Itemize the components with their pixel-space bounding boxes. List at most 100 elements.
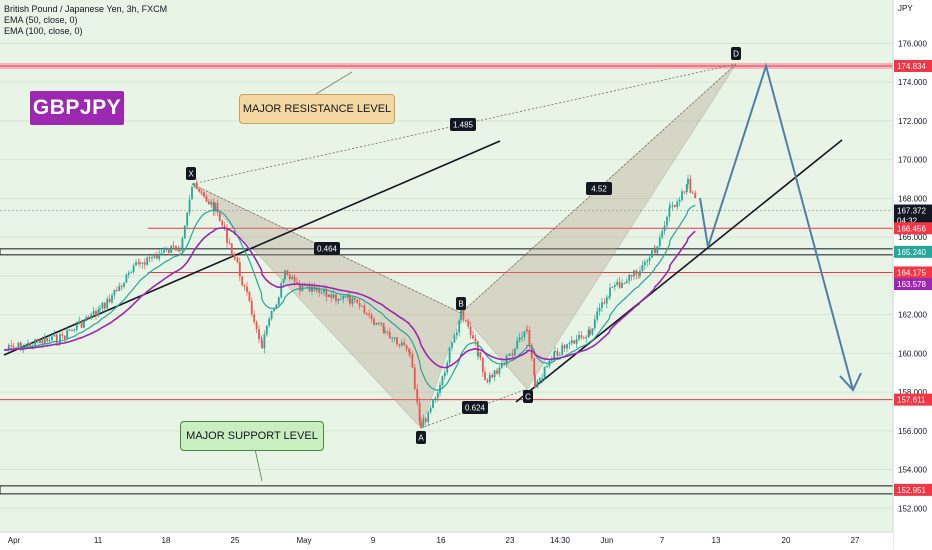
candle-body [233,253,236,257]
candle-body [123,282,125,287]
time-tick-label: 23 [506,536,515,545]
price-tick-label: 156.000 [898,427,927,436]
candle-body [566,344,568,349]
candle-body [448,347,451,363]
candle-body [413,367,416,389]
candle-body [573,340,576,344]
candle-body [167,248,170,253]
candle-body [578,335,580,340]
price-badge: 166.456 [897,224,926,233]
pattern-bcd-area [460,63,737,390]
candle-body [509,354,511,356]
candle-body [384,331,386,333]
ratio-label: 4.52 [591,185,607,194]
candle-body [455,332,458,336]
candle-body [418,402,421,422]
candle-body [498,367,501,374]
candle-body [630,274,633,277]
candle-body [365,313,368,315]
candle-body [36,339,39,343]
candle-body [373,318,375,325]
candle-body [668,207,671,217]
candle-body [320,292,323,294]
candle-body [453,335,456,343]
candle-body [335,294,337,301]
time-tick-label: 20 [782,536,791,545]
candle-body [195,183,198,189]
candle-body [486,379,489,382]
candle-body [342,296,345,300]
candle-body [248,291,251,301]
ema-50-line [4,204,696,391]
candle-body [585,337,588,339]
candle-body [165,248,168,251]
pattern-point-bg [523,390,533,403]
candle-body [68,329,71,331]
candle-body [349,295,351,304]
time-axis-panel [0,532,893,550]
candle-body [671,205,674,207]
candle-body [432,399,434,408]
candle-body [691,192,694,194]
candle-body [230,243,233,254]
time-tick-label: 16 [437,536,446,545]
candle-body [474,338,477,342]
candle-body [158,253,161,259]
candle-body [139,263,141,265]
time-tick-label: 7 [660,536,665,545]
candle-body [260,339,263,341]
candle-body [526,329,528,331]
candle-body [351,297,354,304]
candle-body [243,285,246,287]
candle-body [90,314,93,319]
candle-body [263,334,266,349]
candle-body [265,325,268,335]
candle-body [601,302,603,308]
candle-body [132,265,135,273]
candle-body [353,297,356,300]
candle-body [611,286,614,288]
candle-body [582,337,585,339]
candle-body [288,274,291,280]
candle-body [472,335,474,339]
candle-body [148,257,151,259]
candle-body [388,331,391,338]
candle-body [299,285,301,291]
time-tick-label: Apr [8,536,21,545]
candle-body [177,250,180,252]
candle-body [543,366,546,379]
price-badge: 164.175 [897,268,926,277]
candle-body [467,320,470,327]
legend-ema100[interactable]: EMA (100, close, 0) [4,26,83,36]
candle-body [46,337,49,342]
candle-body [589,329,591,335]
resistance-callout[interactable]: MAJOR RESISTANCE LEVEL [239,94,395,124]
candle-body [408,349,410,353]
candle-body [87,316,90,319]
candle-body [382,322,385,333]
support-callout[interactable]: MAJOR SUPPORT LEVEL [180,421,324,451]
candle-body [186,212,189,226]
candle-body [223,225,226,228]
candle-body [363,305,366,314]
candle-body [71,330,73,332]
candle-body [241,276,244,286]
candle-body [160,252,163,254]
candle-body [275,304,278,309]
candle-body [344,296,347,298]
candle-body [516,340,519,349]
candle-body [141,262,144,264]
candle-body [146,257,149,265]
candle-body [591,328,594,335]
candle-body [24,344,27,347]
candle-body [234,256,236,258]
candle-body [460,309,462,321]
legend-ema50[interactable]: EMA (50, close, 0) [4,15,78,25]
candle-body [268,318,271,326]
candle-body [226,227,228,243]
candle-body [163,250,165,253]
candle-body [441,376,444,386]
candle-body [151,257,153,259]
